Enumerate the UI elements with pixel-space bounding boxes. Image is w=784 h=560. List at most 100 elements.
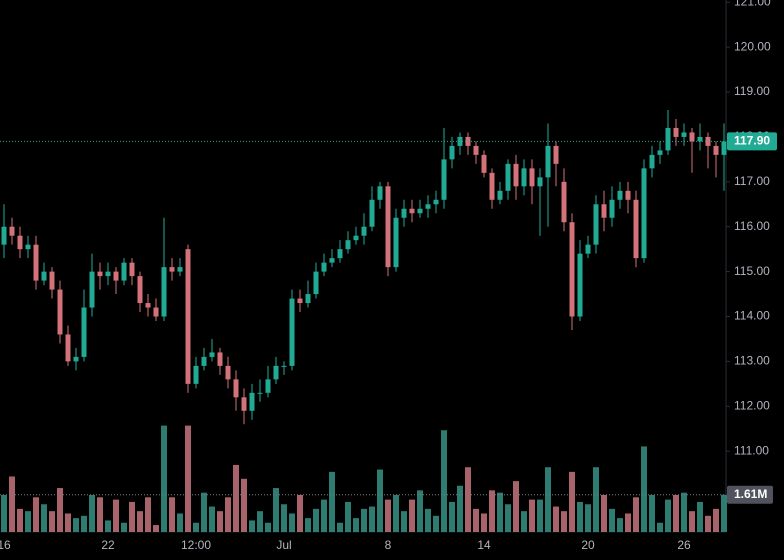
candle-body — [33, 244, 39, 281]
volume-bar — [545, 467, 551, 532]
candle-body — [529, 168, 535, 187]
candle-body — [489, 172, 495, 200]
volume-bar — [473, 508, 479, 532]
candle-body — [121, 262, 127, 281]
volume-bar — [697, 501, 703, 532]
volume-bar — [553, 506, 559, 532]
last-price-label: 117.90 — [734, 134, 770, 148]
volume-bar — [641, 446, 647, 532]
candle-body — [281, 365, 287, 367]
candle-body — [185, 249, 191, 384]
volume-bar — [33, 497, 39, 532]
candle-body — [369, 199, 375, 227]
candle-body — [305, 294, 311, 304]
volume-bar — [721, 494, 727, 532]
x-tick-label: 26 — [677, 538, 691, 552]
volume-bar — [593, 467, 599, 532]
volume-bar — [449, 501, 455, 532]
volume-bar — [57, 488, 63, 532]
volume-bar — [465, 467, 471, 532]
candle-body — [289, 298, 295, 366]
candle-body — [353, 235, 359, 241]
candle-body — [41, 271, 47, 281]
volume-bar — [9, 476, 15, 532]
volume-bar — [481, 513, 487, 532]
candle-body — [105, 271, 111, 277]
candle-body — [129, 262, 135, 277]
volume-bar — [321, 499, 327, 532]
candle-body — [337, 249, 343, 259]
candle-body — [481, 154, 487, 173]
volume-bar — [281, 504, 287, 532]
volume-bar — [625, 513, 631, 532]
candle-body — [401, 208, 407, 218]
volume-bar — [81, 515, 87, 532]
volume-bar — [17, 508, 23, 532]
candle-body — [497, 190, 503, 200]
volume-bar — [313, 508, 319, 532]
candle-body — [553, 145, 559, 164]
volume-bar — [577, 501, 583, 532]
candle-body — [97, 271, 103, 277]
candle-body — [241, 397, 247, 411]
volume-bar — [609, 508, 615, 532]
candle-body — [385, 186, 391, 268]
volume-bar — [649, 494, 655, 532]
candle-body — [65, 334, 71, 362]
volume-bar — [105, 520, 111, 532]
volume-bar — [441, 430, 447, 532]
volume-bar — [369, 506, 375, 532]
volume-bar — [689, 511, 695, 532]
volume-bar — [569, 471, 575, 532]
candle-body — [361, 226, 367, 236]
volume-bar — [497, 492, 503, 532]
y-tick-label: 121.00 — [734, 0, 771, 8]
candle-body — [697, 136, 703, 142]
volume-bar — [49, 511, 55, 532]
candle-body — [545, 145, 551, 178]
candle-body — [617, 190, 623, 200]
candle-body — [9, 226, 15, 236]
volume-bar — [241, 478, 247, 532]
volume-bar — [137, 511, 143, 532]
y-tick-label: 120.00 — [734, 39, 771, 53]
volume-bar — [209, 506, 215, 532]
candle-body — [513, 163, 519, 187]
volume-bar — [41, 504, 47, 532]
candle-body — [665, 127, 671, 151]
candle-body — [433, 199, 439, 205]
volume-bar — [217, 511, 223, 532]
candle-body — [721, 141, 727, 155]
volume-bar — [185, 425, 191, 532]
candle-body — [633, 199, 639, 259]
volume-bar — [393, 494, 399, 532]
candle-body — [657, 150, 663, 155]
volume-bar — [617, 518, 623, 532]
candle-body — [313, 271, 319, 295]
volume-bar — [225, 497, 231, 532]
candle-body — [297, 298, 303, 304]
volume-bar — [417, 490, 423, 532]
candle-body — [161, 267, 167, 317]
candle-body — [473, 145, 479, 155]
candle-body — [681, 132, 687, 137]
volume-bar — [257, 511, 263, 532]
y-tick-label: 116.00 — [734, 219, 770, 233]
volume-bar — [409, 499, 415, 532]
volume-bar — [265, 522, 271, 532]
volume-bar — [161, 425, 167, 532]
candle-body — [201, 356, 207, 366]
candle-body — [673, 127, 679, 137]
volume-bar — [425, 508, 431, 532]
candle-body — [417, 208, 423, 214]
x-tick-label: 8 — [385, 538, 392, 552]
candle-body — [641, 168, 647, 259]
candle-body — [329, 258, 335, 263]
y-tick-label: 117.00 — [734, 174, 770, 188]
volume-bar — [1, 494, 7, 532]
y-tick-label: 115.00 — [734, 264, 770, 278]
volume-bar — [145, 497, 151, 532]
x-tick-label: 14 — [477, 538, 491, 552]
candle-body — [409, 208, 415, 214]
